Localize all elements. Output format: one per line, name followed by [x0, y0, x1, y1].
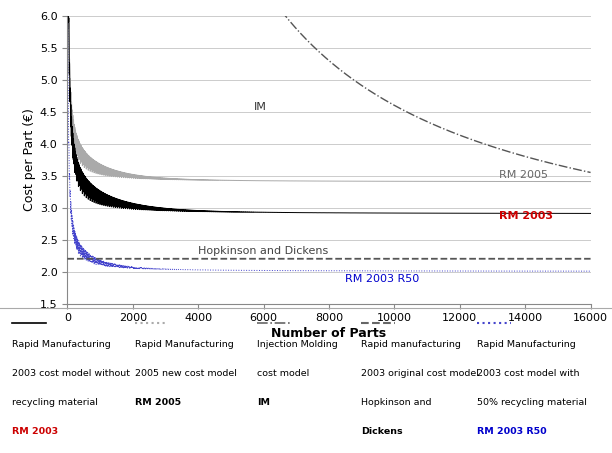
Text: Rapid manufacturing: Rapid manufacturing: [361, 340, 461, 349]
Text: Injection Molding: Injection Molding: [257, 340, 338, 349]
Y-axis label: Cost per Part (€): Cost per Part (€): [23, 108, 35, 211]
Text: 2003 cost model with: 2003 cost model with: [477, 369, 580, 378]
Text: RM 2003: RM 2003: [499, 211, 553, 221]
Text: Dickens: Dickens: [361, 427, 403, 436]
Text: RM 2003: RM 2003: [12, 427, 58, 436]
Text: RM 2003 R50: RM 2003 R50: [477, 427, 547, 436]
Text: 2005 new cost model: 2005 new cost model: [135, 369, 236, 378]
X-axis label: Number of Parts: Number of Parts: [271, 328, 387, 340]
Text: Hopkinson and: Hopkinson and: [361, 398, 431, 407]
Text: IM: IM: [257, 398, 270, 407]
Text: 2003 cost model without: 2003 cost model without: [12, 369, 130, 378]
Text: Hopkinson and Dickens: Hopkinson and Dickens: [198, 246, 329, 256]
Text: 2003 original cost model: 2003 original cost model: [361, 369, 479, 378]
Text: RM 2005: RM 2005: [499, 169, 548, 179]
Text: Rapid Manufacturing: Rapid Manufacturing: [12, 340, 111, 349]
Text: IM: IM: [254, 102, 267, 112]
Text: 50% recycling material: 50% recycling material: [477, 398, 588, 407]
Text: Rapid Manufacturing: Rapid Manufacturing: [477, 340, 576, 349]
Text: RM 2003 R50: RM 2003 R50: [345, 275, 420, 284]
Text: cost model: cost model: [257, 369, 309, 378]
Text: recycling material: recycling material: [12, 398, 98, 407]
Text: Rapid Manufacturing: Rapid Manufacturing: [135, 340, 233, 349]
Text: RM 2005: RM 2005: [135, 398, 181, 407]
